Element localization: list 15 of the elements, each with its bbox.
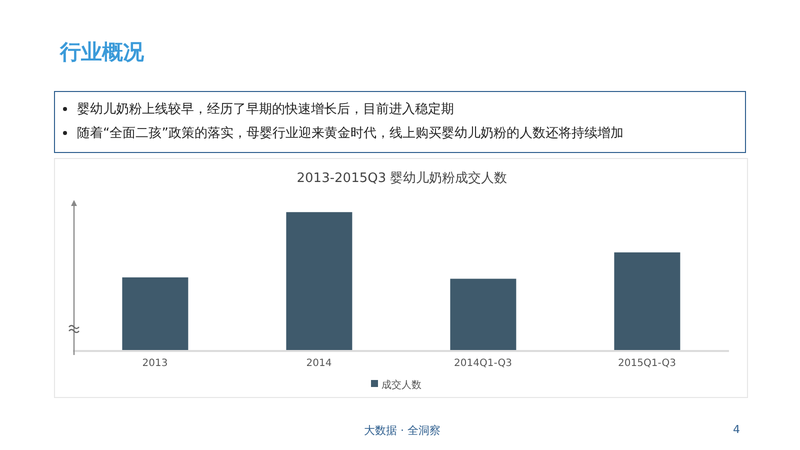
bar bbox=[614, 252, 680, 351]
x-tick-label: 2014Q1-Q3 bbox=[454, 358, 512, 370]
bar bbox=[450, 278, 516, 351]
text: 行业概况 bbox=[60, 39, 144, 66]
text: 随着“全面二孩”政策的落实，母婴行业迎来黄金时代，线上购买婴幼儿奶粉的人数还将持续增加 bbox=[77, 126, 624, 141]
legend-label: 成交人数 bbox=[382, 380, 422, 391]
chart-title: 2013-2015Q3 婴幼儿奶粉成交人数 bbox=[296, 170, 508, 187]
text: 婴幼儿奶粉上线较早，经历了早期的快速增长后，目前进入稳定期 bbox=[77, 102, 454, 117]
x-tick-label: 2015Q1-Q3 bbox=[618, 358, 676, 370]
bar bbox=[122, 277, 188, 351]
x-tick-label: 2014 bbox=[306, 358, 332, 370]
bar bbox=[286, 212, 352, 351]
text: 大数据 · 全洞察 bbox=[364, 423, 440, 438]
x-tick-label: 2013 bbox=[142, 358, 168, 370]
text: 4 bbox=[733, 423, 740, 436]
